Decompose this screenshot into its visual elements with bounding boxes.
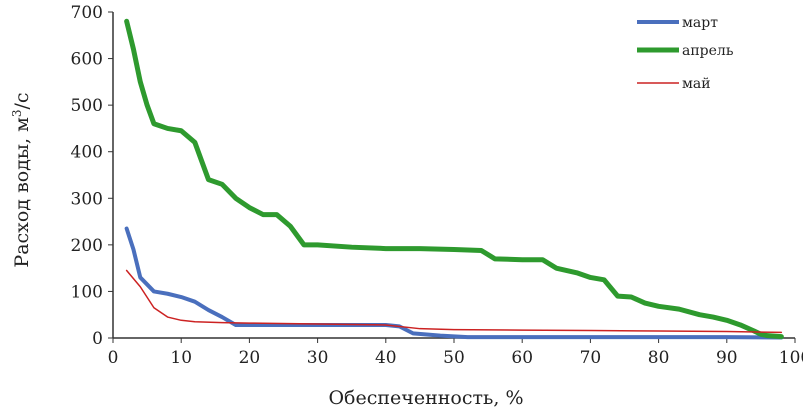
legend: март апрель май — [637, 15, 734, 92]
plot-area: 0 10 20 30 40 50 60 70 80 90 100 0 100 200 300 400 500 6… — [71, 3, 803, 368]
x-tick-label: 20 — [239, 348, 261, 368]
y-tick-label: 500 — [71, 96, 103, 116]
series-line-1 — [124, 18, 784, 340]
x-tick-label: 60 — [511, 348, 533, 368]
y-tick-label: 200 — [71, 236, 103, 256]
y-tick-label: 700 — [71, 3, 103, 23]
y-ticks: 0 100 200 300 400 500 600 700 — [71, 3, 113, 349]
y-axis-title: Расход воды, м3/с — [10, 92, 33, 267]
x-tick-label: 50 — [443, 348, 465, 368]
series-lines — [124, 18, 784, 340]
y-axis-title-main: Расход воды, м — [11, 117, 33, 268]
x-axis-title: Обеспеченность, % — [328, 387, 523, 409]
y-axis-title-tail: /с — [11, 92, 33, 109]
series-line-2 — [125, 269, 783, 334]
legend-label-1: апрель — [682, 43, 734, 59]
y-tick-label: 100 — [71, 282, 103, 302]
x-tick-label: 40 — [375, 348, 397, 368]
y-tick-label: 400 — [71, 143, 103, 163]
series-line-0 — [124, 226, 784, 340]
x-tick-label: 90 — [716, 348, 738, 368]
legend-label-0: март — [682, 15, 718, 31]
x-ticks: 0 10 20 30 40 50 60 70 80 90 100 — [108, 338, 803, 368]
x-tick-label: 70 — [580, 348, 602, 368]
y-tick-label: 300 — [71, 189, 103, 209]
x-tick-label: 30 — [307, 348, 329, 368]
y-tick-label: 0 — [92, 329, 103, 349]
x-tick-label: 100 — [779, 348, 803, 368]
legend-label-2: май — [682, 76, 711, 92]
x-tick-label: 80 — [648, 348, 670, 368]
y-axis-title-sup: 3 — [10, 109, 24, 117]
x-tick-label: 10 — [170, 348, 192, 368]
x-tick-label: 0 — [108, 348, 119, 368]
y-tick-label: 600 — [71, 50, 103, 70]
